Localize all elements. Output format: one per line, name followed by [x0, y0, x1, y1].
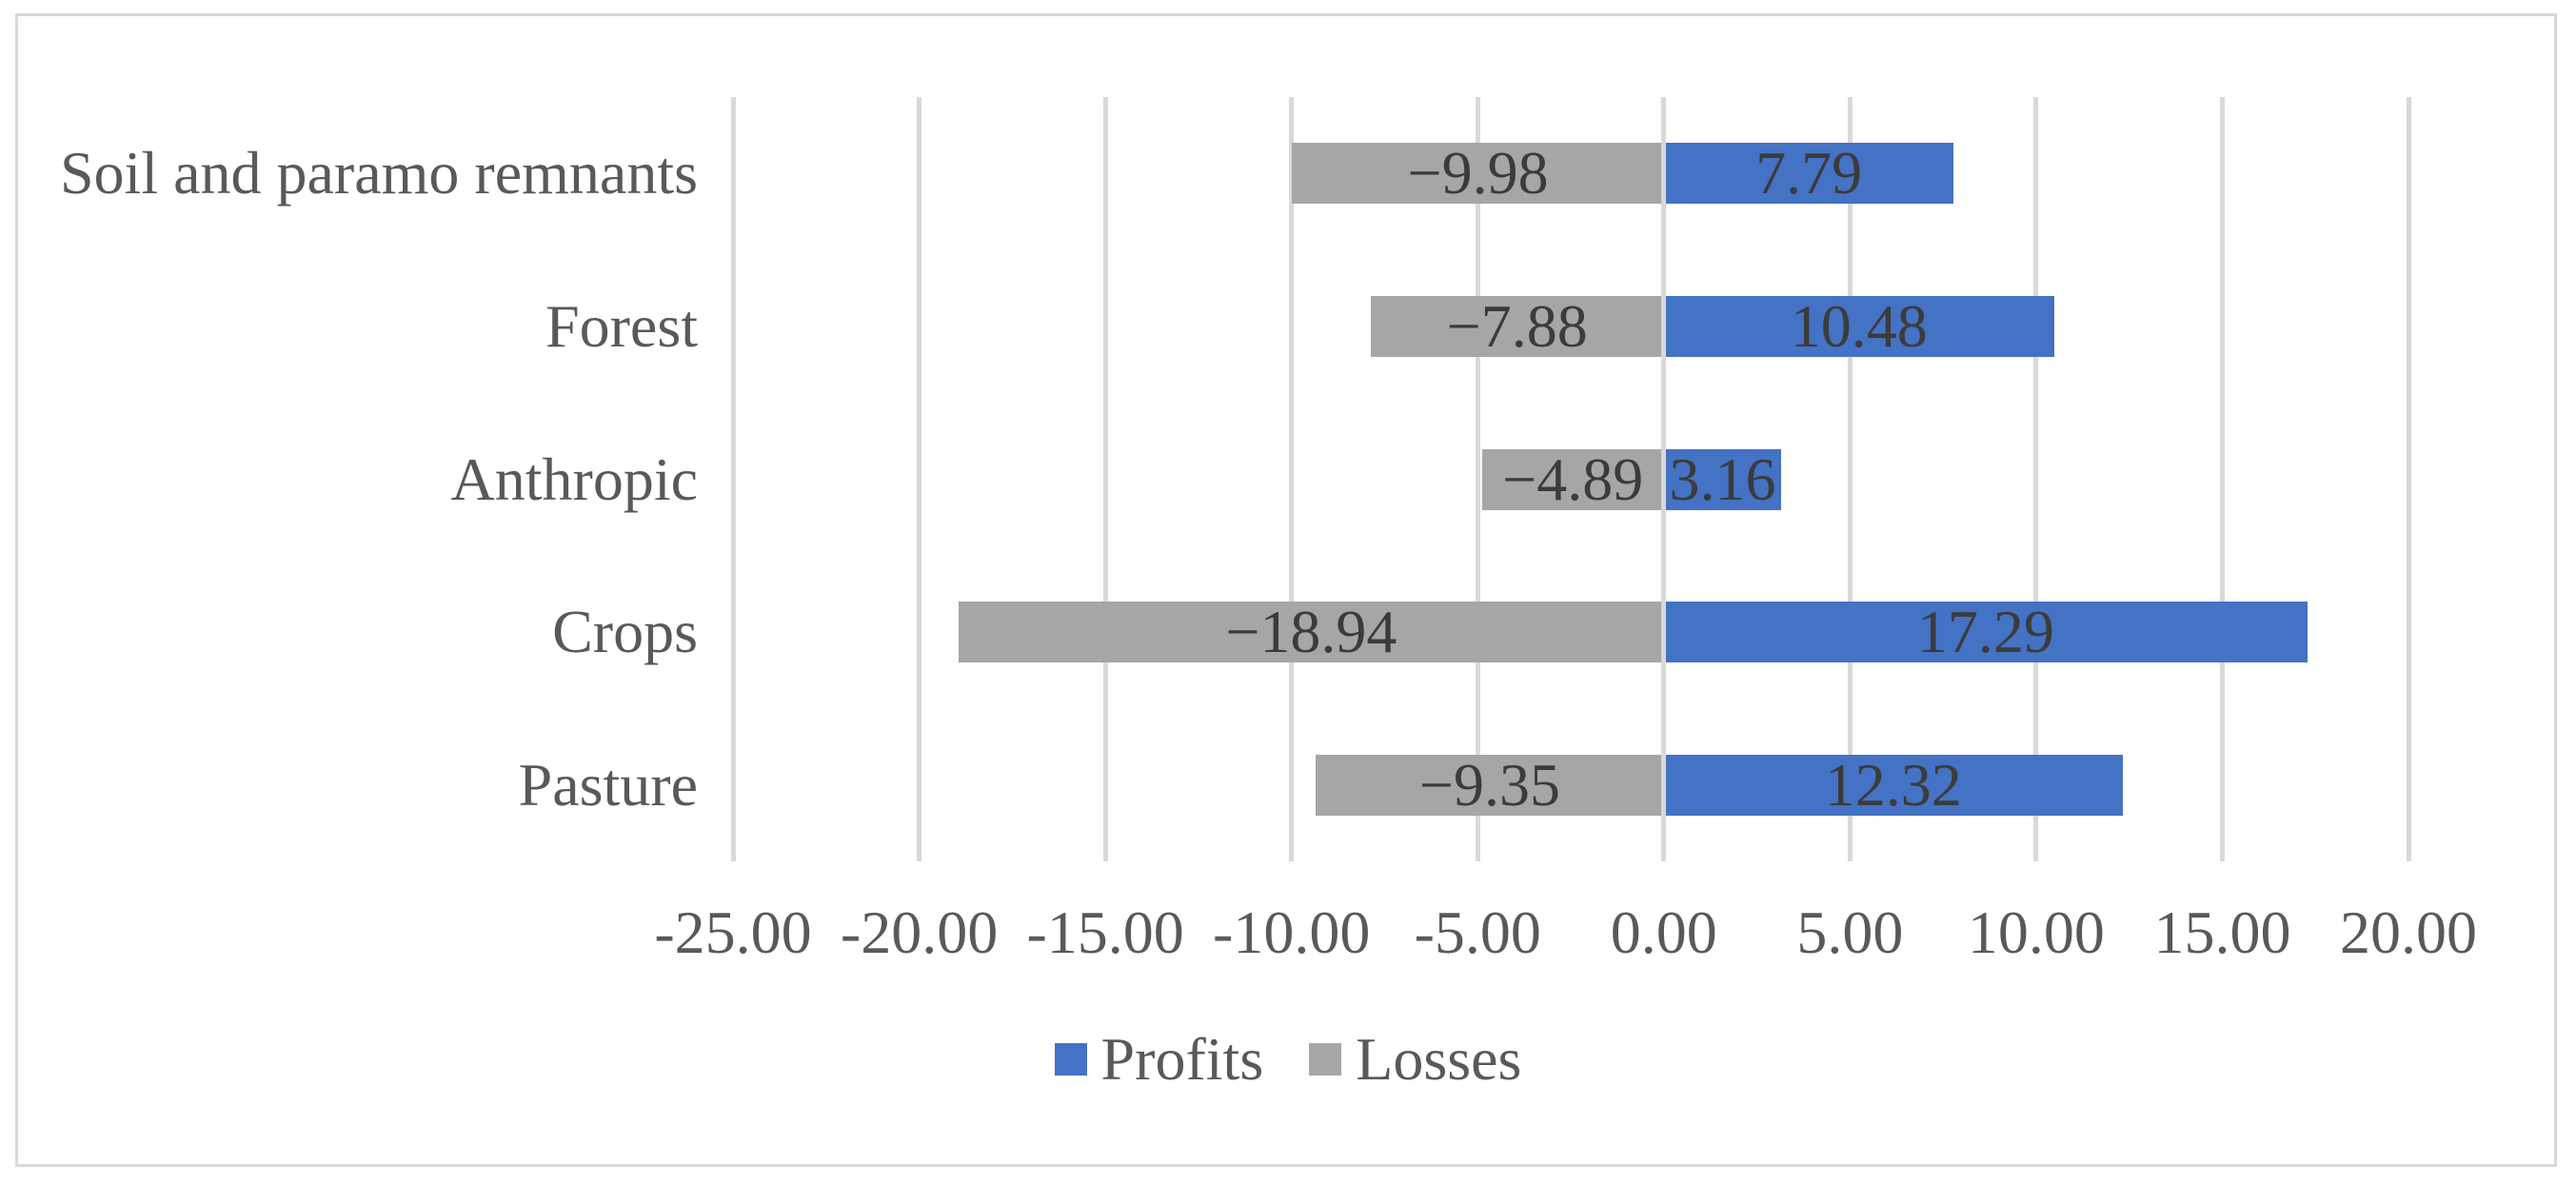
bar-data-label: 7.79 — [1755, 139, 1863, 207]
gridline — [2406, 97, 2411, 861]
gridline — [2033, 97, 2039, 861]
category-label: Soil and paramo remnants — [59, 139, 698, 207]
x-tick-label: -15.00 — [1026, 899, 1184, 966]
gridline — [917, 97, 922, 861]
bar-profits-0: 7.79 — [1663, 139, 1954, 207]
bar-data-label: 10.48 — [1790, 291, 1928, 360]
gridline — [1289, 97, 1295, 861]
category-label: Anthropic — [450, 444, 699, 513]
bar-profits-4: 12.32 — [1663, 750, 2123, 819]
chart-border — [15, 13, 2557, 1167]
bar-losses-4: −9.35 — [1316, 750, 1664, 819]
gridline — [730, 97, 736, 861]
bar-data-label: 12.32 — [1824, 750, 1962, 819]
bar-profits-1: 10.48 — [1663, 291, 2054, 360]
category-label: Pasture — [518, 750, 698, 819]
gridline — [2219, 97, 2225, 861]
x-tick-label: -5.00 — [1414, 899, 1541, 966]
gridline — [1475, 97, 1480, 861]
legend-label: Profits — [1100, 1025, 1264, 1093]
bar-data-label: −4.89 — [1502, 444, 1644, 513]
legend-label: Losses — [1356, 1025, 1522, 1093]
zero-gridline — [1661, 97, 1667, 861]
bar-losses-0: −9.98 — [1292, 139, 1664, 207]
bar-losses-1: −7.88 — [1370, 291, 1664, 360]
category-label: Forest — [545, 291, 698, 360]
x-tick-label: 20.00 — [2340, 899, 2477, 966]
bar-data-label: 3.16 — [1669, 444, 1776, 513]
legend: Profits Losses — [0, 1025, 2576, 1093]
x-tick-label: 0.00 — [1610, 899, 1717, 966]
gridline — [1847, 97, 1853, 861]
bar-losses-2: −4.89 — [1481, 444, 1664, 513]
bar-profits-3: 17.29 — [1663, 598, 2308, 666]
legend-item-losses: Losses — [1309, 1024, 1521, 1095]
x-tick-label: -25.00 — [654, 899, 812, 966]
category-label: Crops — [552, 598, 698, 666]
x-tick-label: 15.00 — [2153, 899, 2291, 966]
x-tick-label: -10.00 — [1213, 899, 1371, 966]
bar-data-label: −18.94 — [1225, 598, 1397, 666]
bar-data-label: −9.98 — [1407, 139, 1549, 207]
bar-profits-2: 3.16 — [1663, 444, 1782, 513]
bar-data-label: 17.29 — [1916, 598, 2054, 666]
bar-data-label: −9.35 — [1418, 750, 1560, 819]
bar-losses-3: −18.94 — [959, 598, 1664, 666]
x-tick-label: -20.00 — [840, 899, 999, 966]
x-tick-label: 5.00 — [1796, 899, 1904, 966]
x-tick-label: 10.00 — [1967, 899, 2105, 966]
legend-item-profits: Profits — [1054, 1024, 1264, 1095]
gridline — [1102, 97, 1108, 861]
legend-swatch-profits — [1054, 1043, 1087, 1076]
legend-swatch-losses — [1309, 1043, 1342, 1076]
bar-data-label: −7.88 — [1446, 291, 1588, 360]
